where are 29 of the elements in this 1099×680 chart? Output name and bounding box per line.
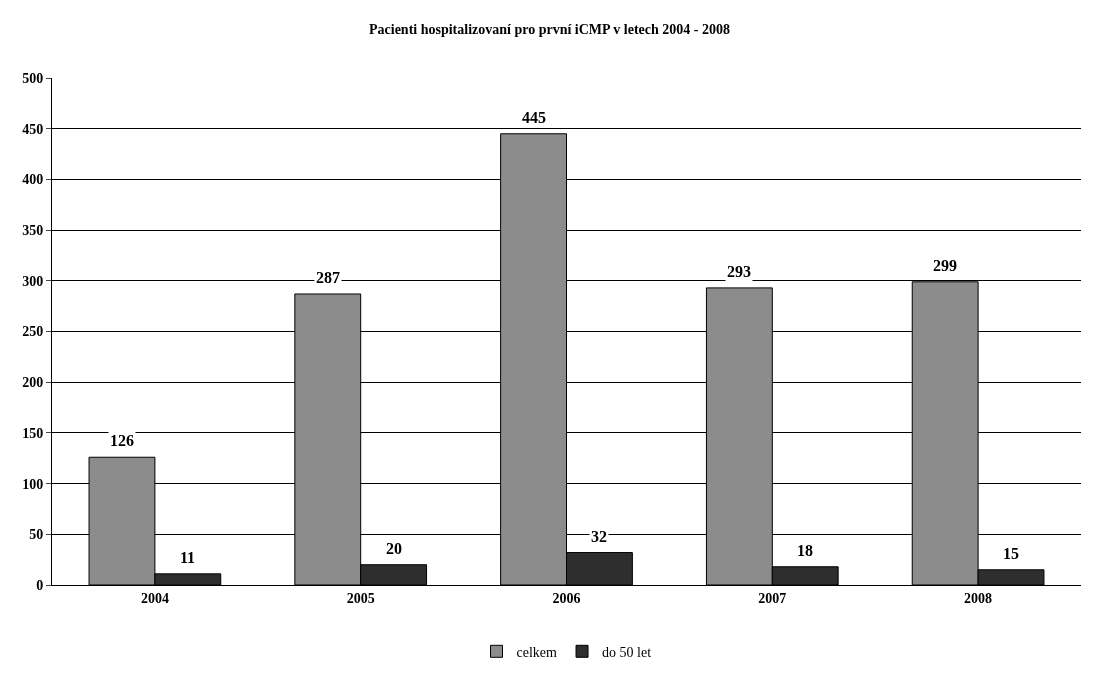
y-tick-label: 300	[22, 273, 44, 289]
data-label: 299	[933, 257, 957, 274]
x-tick-label: 2007	[758, 590, 787, 606]
y-tick-label: 50	[29, 527, 44, 543]
y-tick-label: 350	[22, 223, 44, 238]
data-label: 287	[316, 269, 340, 286]
legend-label: celkem	[516, 644, 558, 660]
y-tick-label: 400	[22, 172, 44, 188]
y-tick-label: 150	[22, 425, 44, 441]
y-tick-label: 450	[22, 121, 44, 137]
x-tick-label: 2005	[346, 590, 375, 606]
x-tick-label: 2006	[552, 590, 581, 606]
y-tick-label: 0	[36, 577, 44, 593]
data-label: 32	[591, 528, 607, 545]
y-tick-label: 100	[22, 476, 44, 492]
data-label: 445	[522, 109, 546, 126]
y-tick-label: 250	[22, 324, 44, 340]
data-label: 293	[727, 263, 751, 280]
x-tick-label: 2004	[140, 590, 169, 606]
data-label: 20	[386, 540, 402, 557]
data-label: 126	[110, 432, 134, 449]
data-label: 15	[1003, 545, 1019, 562]
legend-label: do 50 let	[602, 644, 652, 660]
x-tick-label: 2008	[964, 590, 993, 606]
chart-title: Pacienti hospitalizovaní pro první iCMP v letech 2004 - 2008	[368, 21, 731, 37]
data-label: 18	[797, 542, 813, 559]
y-tick-label: 500	[22, 70, 44, 86]
y-tick-label: 200	[22, 375, 44, 391]
data-label: 11	[180, 549, 196, 566]
